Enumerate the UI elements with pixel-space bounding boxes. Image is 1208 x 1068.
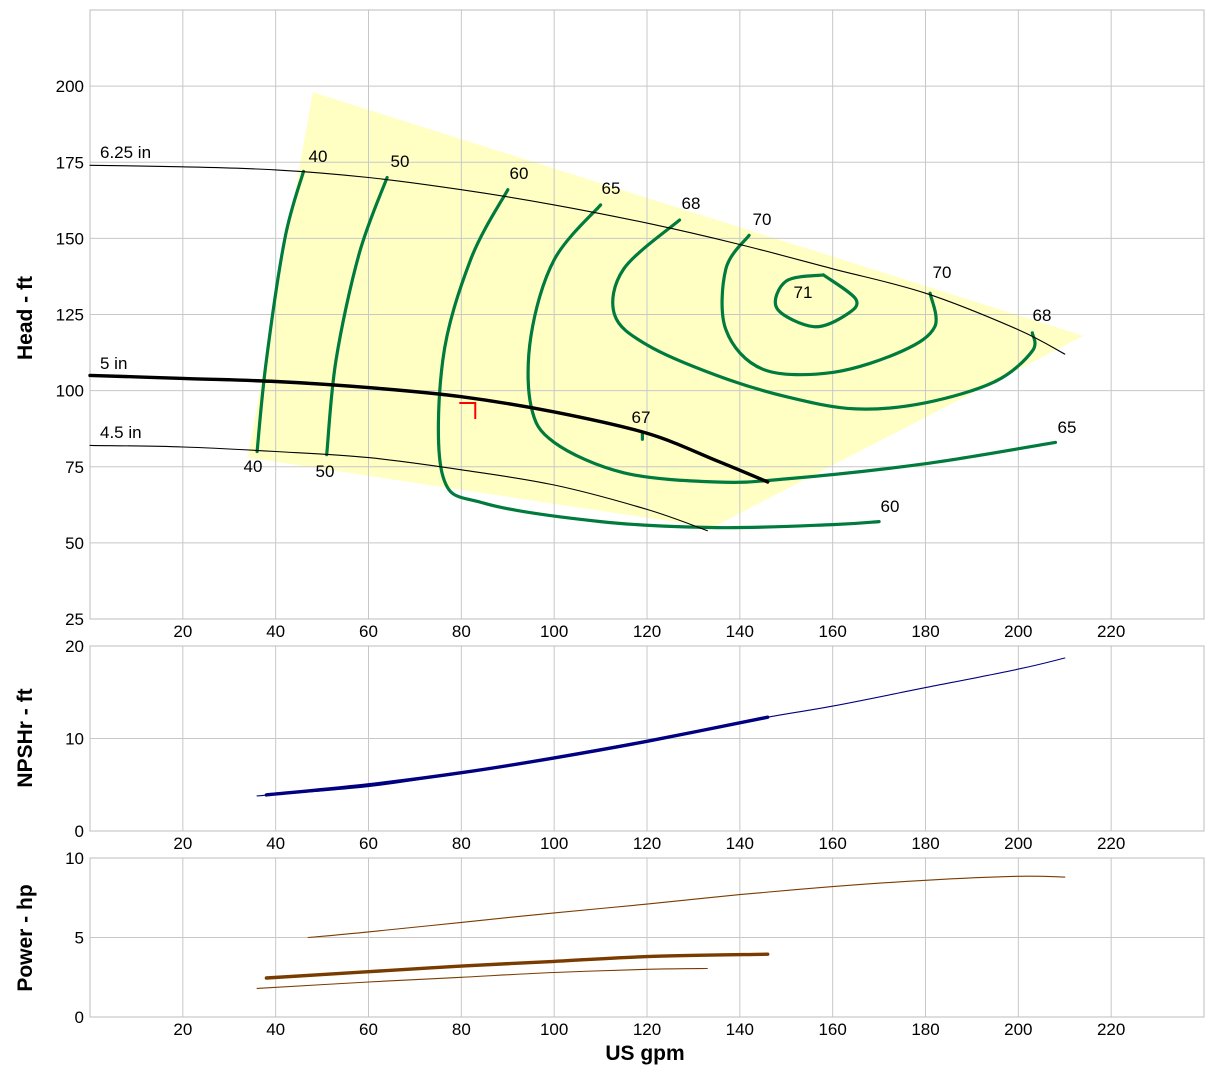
efficiency-label: 65 bbox=[602, 179, 621, 198]
efficiency-contour-65 bbox=[526, 203, 1058, 484]
x-tick-label: 80 bbox=[452, 1020, 471, 1039]
operating-region bbox=[247, 92, 1084, 528]
plot-frame bbox=[89, 857, 1205, 1018]
npsh-axis-label: NPSHr - ft bbox=[14, 688, 37, 787]
x-tick-label: 80 bbox=[452, 834, 471, 853]
curve-2 bbox=[264, 952, 770, 980]
x-tick-label: 140 bbox=[726, 1020, 754, 1039]
x-tick-label: 180 bbox=[911, 1020, 939, 1039]
y-tick-label: 10 bbox=[65, 849, 84, 868]
efficiency-label: 67 bbox=[632, 408, 651, 427]
y-tick-label: 20 bbox=[65, 637, 84, 656]
x-tick-label: 60 bbox=[359, 622, 378, 641]
x-tick-label: 220 bbox=[1097, 1020, 1125, 1039]
curve-2 bbox=[256, 967, 708, 989]
efficiency-contour-68 bbox=[611, 218, 1037, 411]
efficiency-label: 70 bbox=[933, 263, 952, 282]
y-tick-label: 175 bbox=[56, 153, 84, 172]
npsh-panel: 20 40 60 80 100 120 140 160 180 200 220 0 10 20 bbox=[65, 637, 1205, 853]
x-tick-label: 100 bbox=[540, 1020, 568, 1039]
curve-5-in bbox=[88, 373, 770, 484]
x-tick-label: 40 bbox=[266, 1020, 285, 1039]
x-tick-label: 160 bbox=[818, 622, 846, 641]
plot-frame bbox=[89, 645, 1205, 832]
x-tick-label: 20 bbox=[173, 1020, 192, 1039]
impeller-diameter-label: 4.5 in bbox=[100, 423, 142, 442]
x-tick-label: 80 bbox=[452, 622, 471, 641]
x-tick-label: 60 bbox=[359, 834, 378, 853]
efficiency-contour-50 bbox=[325, 175, 389, 457]
flow-axis-label: US gpm bbox=[605, 1042, 684, 1065]
efficiency-contour-70 bbox=[720, 233, 938, 377]
efficiency-label: 50 bbox=[316, 462, 335, 481]
efficiency-contour-71 bbox=[773, 273, 859, 329]
y-tick-label: 0 bbox=[75, 822, 84, 841]
x-tick-label: 200 bbox=[1004, 622, 1032, 641]
power-panel: 20 40 60 80 100 120 140 160 180 200 220 0 5 10 bbox=[65, 849, 1205, 1039]
head-axis-label: Head - ft bbox=[14, 276, 37, 360]
x-tick-label: 120 bbox=[633, 1020, 661, 1039]
y-tick-label: 50 bbox=[65, 534, 84, 553]
y-tick-label: 150 bbox=[56, 229, 84, 248]
x-tick-label: 180 bbox=[911, 834, 939, 853]
curve-1 bbox=[256, 657, 1066, 797]
efficiency-label: 40 bbox=[244, 457, 263, 476]
curve-4-5-in bbox=[89, 444, 708, 532]
y-tick-label: 0 bbox=[75, 1008, 84, 1027]
x-tick-label: 20 bbox=[173, 834, 192, 853]
x-tick-label: 200 bbox=[1004, 1020, 1032, 1039]
efficiency-label: 65 bbox=[1058, 418, 1077, 437]
x-tick-label: 140 bbox=[726, 834, 754, 853]
x-tick-label: 220 bbox=[1097, 622, 1125, 641]
efficiency-label: 71 bbox=[794, 283, 813, 302]
curve-2 bbox=[307, 875, 1066, 939]
efficiency-label: 68 bbox=[682, 194, 701, 213]
efficiency-label: 70 bbox=[753, 210, 772, 229]
impeller-diameter-label: 6.25 in bbox=[100, 143, 151, 162]
x-tick-label: 100 bbox=[540, 622, 568, 641]
x-tick-label: 40 bbox=[266, 834, 285, 853]
efficiency-label: 68 bbox=[1033, 306, 1052, 325]
x-tick-label: 140 bbox=[726, 622, 754, 641]
duty-point-marker bbox=[459, 401, 477, 419]
x-tick-label: 160 bbox=[818, 1020, 846, 1039]
x-tick-label: 40 bbox=[266, 622, 285, 641]
curve-1 bbox=[264, 715, 770, 797]
curve-6-25-in bbox=[89, 164, 1066, 355]
efficiency-label: 50 bbox=[391, 152, 410, 171]
efficiency-label: 60 bbox=[510, 164, 529, 183]
x-tick-label: 180 bbox=[911, 622, 939, 641]
x-tick-label: 100 bbox=[540, 834, 568, 853]
x-tick-label: 60 bbox=[359, 1020, 378, 1039]
efficiency-contour-60 bbox=[436, 188, 881, 530]
x-tick-label: 120 bbox=[633, 834, 661, 853]
x-tick-label: 120 bbox=[633, 622, 661, 641]
efficiency-label: 60 bbox=[881, 497, 900, 516]
x-tick-label: 160 bbox=[818, 834, 846, 853]
x-tick-label: 20 bbox=[173, 622, 192, 641]
x-tick-label: 200 bbox=[1004, 834, 1032, 853]
y-tick-label: 200 bbox=[56, 77, 84, 96]
y-tick-label: 5 bbox=[75, 929, 84, 948]
y-tick-label: 10 bbox=[65, 730, 84, 749]
efficiency-contour-40 bbox=[255, 169, 306, 454]
impeller-diameter-label: 5 in bbox=[100, 354, 127, 373]
efficiency-label: 40 bbox=[309, 147, 328, 166]
x-tick-label: 220 bbox=[1097, 834, 1125, 853]
y-tick-label: 125 bbox=[56, 306, 84, 325]
plot-frame bbox=[89, 9, 1205, 620]
head-panel: 20 40 60 80 100 120 140 160 180 200 220 25 50 75 100 12… bbox=[56, 9, 1205, 641]
y-tick-label: 100 bbox=[56, 382, 84, 401]
power-axis-label: Power - hp bbox=[14, 884, 37, 991]
y-tick-label: 75 bbox=[65, 458, 84, 477]
y-tick-label: 25 bbox=[65, 610, 84, 629]
